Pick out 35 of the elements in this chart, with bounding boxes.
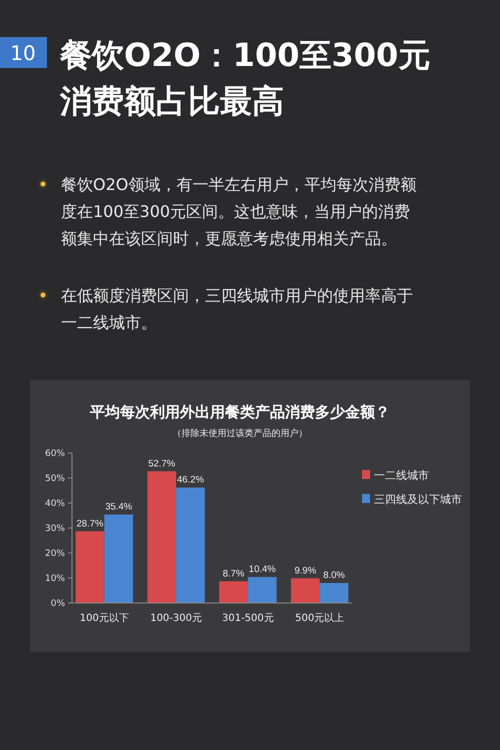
x-tick-label: 100-300元: [150, 613, 202, 624]
legend-label: 三四线及以下城市: [374, 492, 462, 506]
y-tick-label: 20%: [44, 549, 66, 560]
data-label: 28.7%: [76, 518, 104, 530]
x-tick-label: 500元以上: [295, 612, 344, 624]
data-label: 9.9%: [294, 565, 317, 576]
bar: [147, 471, 176, 603]
text: 餐饮O2O领域，有一半左右用户，平均每次消费额度在100至300元区间。这也意味，当用户的消费额集中在该区间时，更愿意考虑使用相关产品。: [61, 175, 416, 248]
data-label: 10.4%: [248, 564, 276, 575]
y-tick-label: 10%: [44, 574, 66, 584]
bar: [76, 531, 104, 603]
chart-title: 平均每次利用外出用餐类产品消费多少金额？: [89, 403, 390, 421]
y-tick-label: 30%: [44, 524, 66, 534]
bar: [219, 581, 248, 603]
data-label: 8.7%: [222, 568, 245, 580]
bar: [290, 578, 320, 603]
data-label: 8.0%: [323, 570, 346, 581]
bar: [104, 514, 134, 603]
y-tick-label: 0%: [50, 599, 66, 610]
text: 在低额度消费区间，三四线城市用户的使用率高于一二线城市。: [61, 286, 413, 332]
text: 10: [10, 41, 36, 65]
legend-label: 一二线城市: [374, 468, 429, 482]
x-tick-label: 301-500元: [222, 613, 274, 624]
y-tick-label: 40%: [44, 499, 66, 510]
chart-subtitle: （排除未使用过该类产品的用户）: [172, 428, 308, 439]
y-tick-label: 50%: [44, 474, 66, 484]
bar: [320, 583, 348, 603]
data-label: 46.2%: [176, 474, 204, 486]
y-tick-label: 60%: [44, 449, 66, 460]
data-label: 35.4%: [105, 502, 133, 512]
bar: [248, 577, 277, 603]
data-label: 52.7%: [148, 458, 176, 470]
text: 餐饮O2O：100至300元消费额占比最高: [59, 36, 430, 120]
x-tick-label: 100元以下: [80, 612, 129, 624]
bar: [176, 488, 205, 603]
